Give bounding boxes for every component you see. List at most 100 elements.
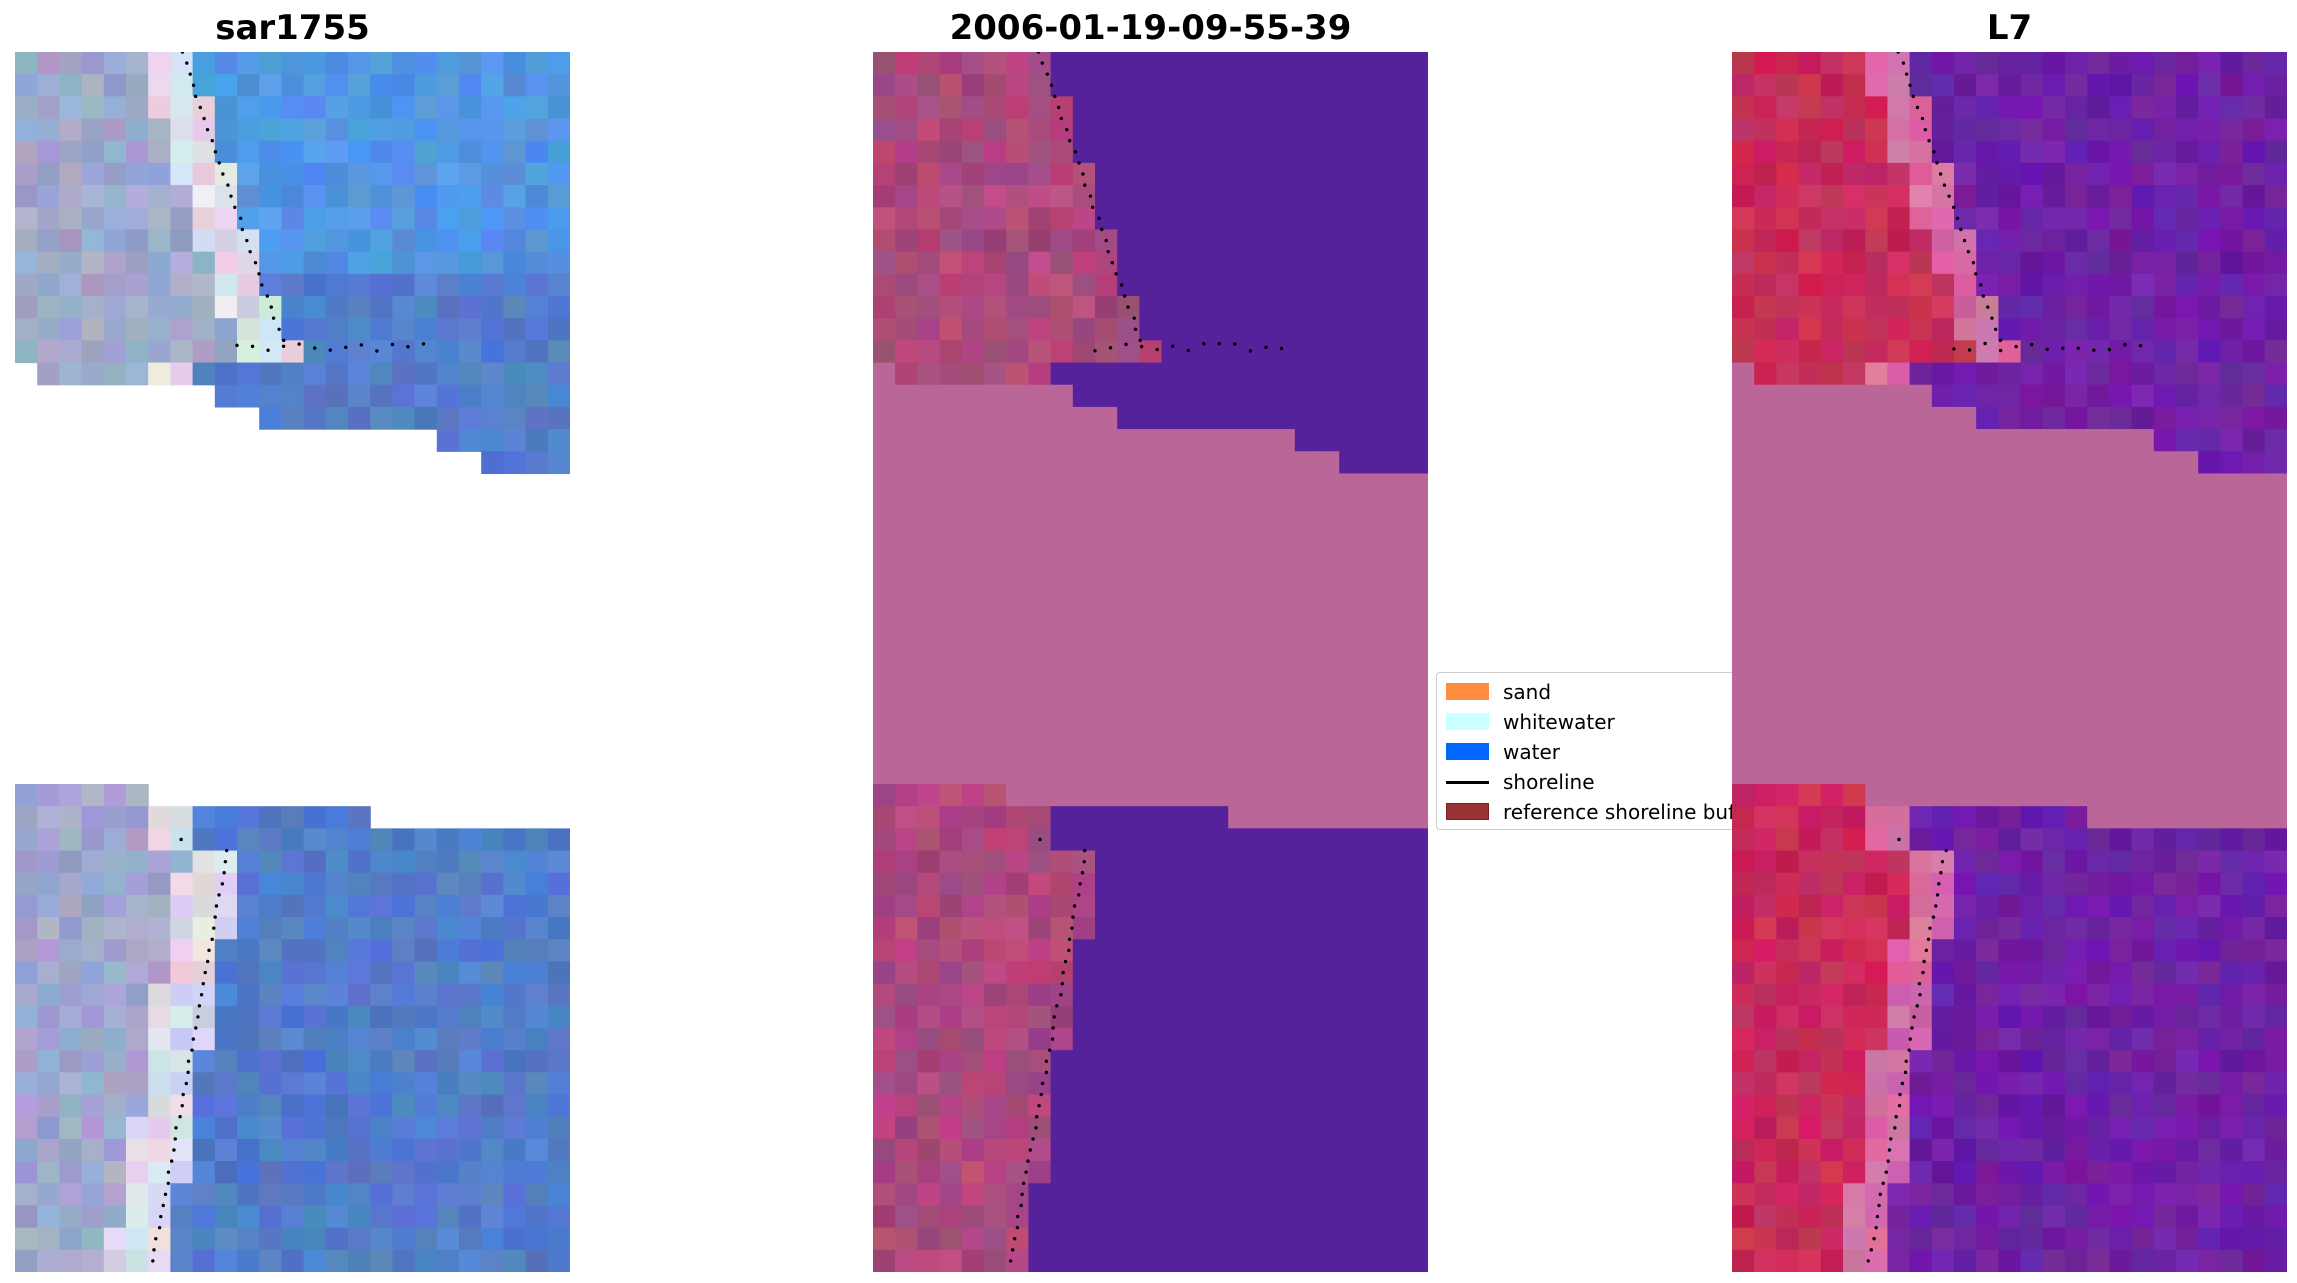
mndwi-pixel	[2109, 251, 2133, 275]
mndwi-pixel	[1954, 917, 1977, 940]
classified-pixel	[917, 673, 941, 696]
mndwi-pixel	[2198, 1138, 2221, 1162]
rgb-pixel	[414, 1072, 438, 1096]
rgb-pixel	[525, 296, 549, 319]
mndwi-pixel	[2109, 229, 2133, 253]
rgb-pixel	[15, 1050, 38, 1073]
rgb-pixel	[192, 1050, 216, 1073]
rgb-pixel	[525, 1028, 549, 1051]
shoreline-point	[1073, 150, 1078, 154]
rgb-pixel	[214, 1028, 238, 1051]
rgb-pixel	[370, 384, 393, 408]
rgb-pixel	[503, 1249, 527, 1272]
classified-pixel	[1383, 473, 1407, 497]
classified-pixel	[1006, 1227, 1029, 1251]
rgb-pixel	[348, 318, 371, 341]
classified-pixel	[1272, 562, 1296, 585]
classified-pixel	[1072, 296, 1096, 319]
mndwi-pixel	[2176, 739, 2199, 763]
mndwi-pixel	[1865, 784, 1888, 807]
classified-pixel	[1228, 74, 1251, 97]
mndwi-pixel	[1954, 406, 1977, 430]
mndwi-pixel	[1776, 784, 1800, 807]
rgb-pixel	[325, 1050, 349, 1073]
classified-pixel	[1405, 229, 1428, 253]
mndwi-pixel	[2065, 606, 2088, 630]
mndwi-pixel	[1998, 628, 2022, 652]
mndwi-pixel	[2131, 606, 2155, 630]
mndwi-pixel	[1865, 695, 1888, 719]
mndwi-pixel	[1865, 584, 1888, 608]
mndwi-pixel	[1776, 673, 1800, 696]
classified-pixel	[1139, 473, 1163, 497]
mndwi-pixel	[1909, 917, 1933, 940]
rgb-pixel	[81, 894, 105, 918]
classified-pixel	[895, 628, 918, 652]
classified-pixel	[1206, 362, 1229, 386]
mndwi-pixel	[2065, 806, 2088, 829]
mndwi-pixel	[2087, 1249, 2110, 1272]
mndwi-pixel	[2264, 118, 2287, 142]
mndwi-pixel	[2198, 806, 2221, 829]
mndwi-pixel	[1820, 118, 1844, 142]
classified-pixel	[984, 717, 1007, 741]
rgb-pixel	[281, 362, 305, 386]
mndwi-pixel	[2242, 140, 2266, 164]
mndwi-pixel	[2264, 406, 2287, 430]
rgb-pixel	[525, 1138, 549, 1162]
classified-pixel	[1361, 828, 1385, 852]
mndwi-pixel	[1998, 406, 2022, 430]
mndwi-pixel	[1776, 606, 1800, 630]
classified-pixel	[984, 296, 1007, 319]
classified-pixel	[1117, 1227, 1140, 1251]
classified-pixel	[1317, 96, 1340, 120]
rgb-pixel	[481, 872, 504, 896]
classified-pixel	[1095, 74, 1118, 97]
classified-pixel	[1006, 495, 1029, 519]
classified-pixel	[1228, 473, 1251, 497]
classified-pixel	[1161, 806, 1185, 829]
mndwi-pixel	[2042, 806, 2066, 829]
classified-pixel	[961, 628, 985, 652]
classified-pixel	[895, 185, 918, 208]
shoreline-point	[1904, 1059, 1908, 1063]
mndwi-pixel	[2131, 1161, 2155, 1184]
rgb-pixel	[370, 850, 393, 874]
mndwi-pixel	[1954, 850, 1977, 874]
rgb-pixel	[214, 185, 238, 208]
classified-pixel	[1117, 429, 1140, 452]
mndwi-pixel	[2153, 695, 2177, 719]
mndwi-pixel	[1776, 118, 1800, 142]
shoreline-point	[1924, 948, 1929, 953]
mndwi-pixel	[1998, 1116, 2022, 1140]
rgb-pixel	[481, 429, 504, 452]
classified-pixel	[1294, 429, 1318, 452]
mndwi-pixel	[2131, 695, 2155, 719]
classified-pixel	[917, 606, 941, 630]
rgb-pixel	[481, 939, 504, 963]
classified-pixel	[1028, 784, 1052, 807]
classified-pixel	[1206, 318, 1229, 341]
classified-pixel	[1339, 406, 1362, 430]
mndwi-pixel	[2042, 1028, 2066, 1051]
mndwi-pixel	[2109, 517, 2133, 541]
shoreline-point	[198, 105, 202, 110]
classified-pixel	[895, 606, 918, 630]
shoreline-point	[1912, 1015, 1916, 1019]
mndwi-pixel	[1798, 340, 1822, 364]
mndwi-pixel	[1732, 473, 1755, 497]
rgb-pixel	[436, 74, 460, 97]
mndwi-pixel	[2198, 1116, 2221, 1140]
mndwi-pixel	[2153, 96, 2177, 120]
classified-pixel	[1383, 1138, 1407, 1162]
classified-pixel	[873, 473, 896, 497]
mndwi-pixel	[1754, 872, 1777, 896]
mndwi-pixel	[2131, 806, 2155, 829]
classified-pixel	[917, 406, 941, 430]
classified-pixel	[1072, 451, 1096, 475]
rgb-pixel	[503, 850, 527, 874]
mndwi-pixel	[2264, 806, 2287, 829]
mndwi-pixel	[2198, 429, 2221, 452]
mndwi-pixel	[1887, 429, 1911, 452]
mndwi-pixel	[1776, 1005, 1800, 1029]
